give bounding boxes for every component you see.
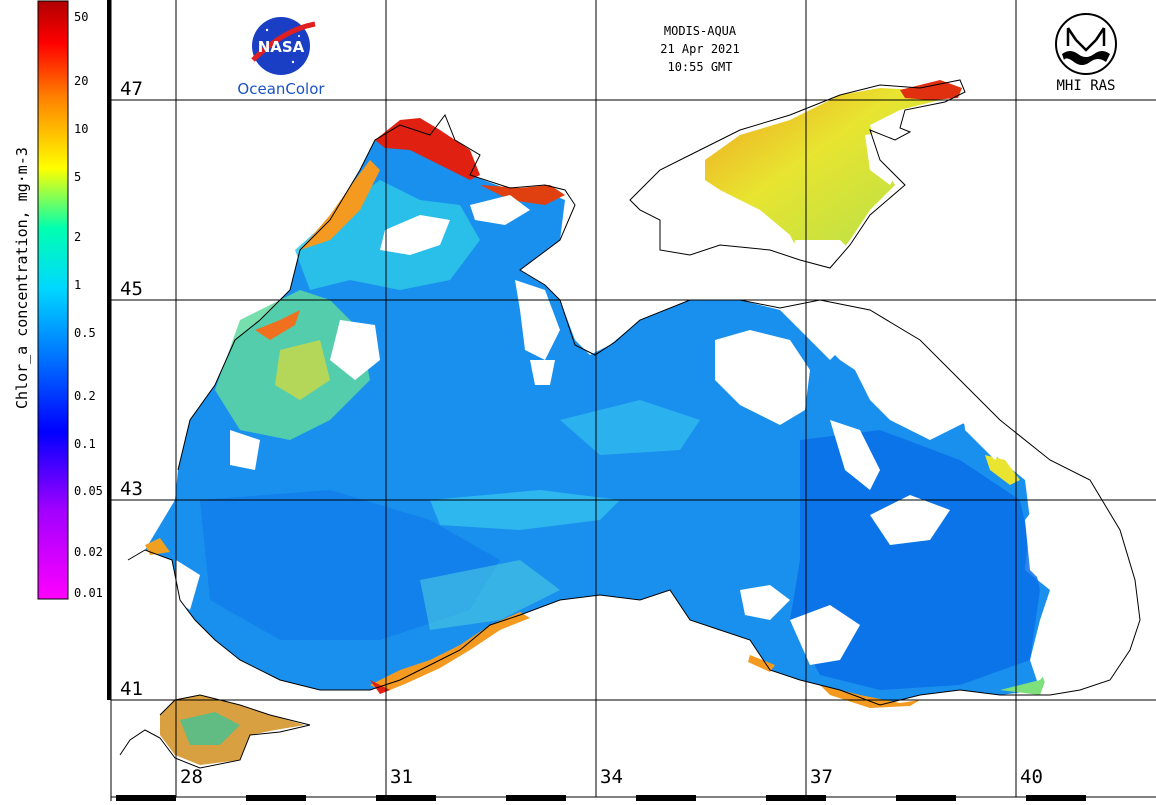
colorbar-tick: 0.02 <box>74 545 103 559</box>
colorbar-tick: 10 <box>74 122 89 136</box>
colorbar-title: Chlor_a concentration, mg·m-3 <box>13 147 31 409</box>
mhi-ras-emblem-icon <box>1055 13 1117 75</box>
mhi-ras-caption: MHI RAS <box>1056 78 1116 94</box>
colorbar-tick: 2 <box>74 230 82 244</box>
lat-ruler <box>105 0 111 700</box>
azov-sea-water <box>705 85 960 265</box>
lat-label: 41 <box>120 678 143 700</box>
lat-label: 45 <box>120 278 143 300</box>
lon-ruler <box>116 795 1086 801</box>
mhi-ras-logo: MHI RAS <box>1046 10 1126 100</box>
colorbar-tick: 0.05 <box>74 484 103 498</box>
colorbar-tick: 5 <box>74 170 82 184</box>
nasa-oceancolor-logo: NASA OceanColor <box>233 10 329 100</box>
acquisition-info: MODIS-AQUA 21 Apr 2021 10:55 GMT <box>640 22 760 76</box>
colorbar-tick: 0.01 <box>74 586 103 600</box>
oceancolor-caption: OceanColor <box>237 80 325 98</box>
lon-label: 40 <box>1020 766 1043 788</box>
colorbar-tick: 20 <box>74 74 89 88</box>
lat-label: 43 <box>120 478 143 500</box>
colorbar <box>37 0 69 600</box>
acquisition-time: 10:55 GMT <box>667 60 733 74</box>
sensor-name: MODIS-AQUA <box>663 24 737 38</box>
colorbar-tick: 0.1 <box>74 437 96 451</box>
lat-lon-grid <box>111 0 1156 797</box>
lat-label: 47 <box>120 78 143 100</box>
acquisition-date: 21 Apr 2021 <box>660 42 740 56</box>
cloud-mask <box>175 130 1120 695</box>
svg-text:NASA: NASA <box>258 38 305 56</box>
colorbar-tick: 1 <box>74 278 82 292</box>
colorbar-tick: 0.2 <box>74 389 96 403</box>
lon-label: 34 <box>600 766 623 788</box>
colorbar-tick: 50 <box>74 10 89 24</box>
lon-label: 31 <box>390 766 413 788</box>
lon-label: 28 <box>180 766 203 788</box>
colorbar-tick: 0.5 <box>74 326 96 340</box>
coastline <box>119 79 1141 769</box>
nasa-meatball-icon: NASA <box>251 17 316 75</box>
lon-label: 37 <box>810 766 833 788</box>
